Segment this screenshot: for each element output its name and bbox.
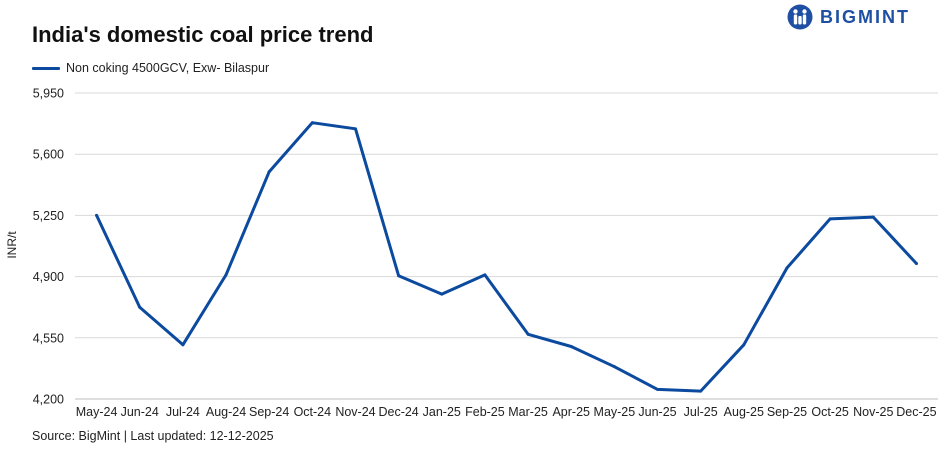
legend: Non coking 4500GCV, Exw- Bilaspur — [32, 58, 269, 78]
x-tick-label: Dec-25 — [896, 405, 936, 419]
data-point — [224, 273, 228, 277]
y-tick-label: 5,950 — [33, 87, 64, 101]
gridlines — [75, 92, 938, 400]
data-point — [310, 121, 314, 125]
y-axis-label: INR/t — [5, 231, 19, 259]
y-tick-label: 4,200 — [33, 393, 64, 407]
x-tick-label: Nov-24 — [335, 405, 375, 419]
data-point — [656, 387, 660, 391]
data-point — [397, 274, 401, 278]
data-point — [353, 127, 357, 131]
y-tick-label: 5,250 — [33, 209, 64, 223]
brand-name: BIGMINT — [820, 6, 910, 27]
x-tick-label: May-25 — [594, 405, 636, 419]
data-point — [871, 215, 875, 219]
x-tick-label: Mar-25 — [508, 405, 548, 419]
x-tick-label: Jul-25 — [684, 405, 718, 419]
data-point — [267, 170, 271, 174]
x-tick-label: Oct-25 — [811, 405, 849, 419]
data-point — [914, 261, 918, 265]
x-tick-label: Sep-24 — [249, 405, 289, 419]
y-tick-label: 4,550 — [33, 331, 64, 345]
data-point — [483, 273, 487, 277]
source-note: Source: BigMint | Last updated: 12-12-20… — [32, 429, 274, 443]
data-point — [742, 343, 746, 347]
data-point — [95, 213, 99, 217]
legend-label: Non coking 4500GCV, Exw- Bilaspur — [66, 61, 270, 75]
x-tick-label: Sep-25 — [767, 405, 807, 419]
x-tick-label: Jun-24 — [121, 405, 159, 419]
series-layer — [95, 121, 918, 393]
data-point — [526, 332, 530, 336]
data-point — [569, 345, 573, 349]
data-point — [181, 343, 185, 347]
data-point — [440, 292, 444, 296]
x-tick-label: Oct-24 — [294, 405, 332, 419]
x-tick-label: Jan-25 — [423, 405, 461, 419]
data-point — [785, 266, 789, 270]
x-tick-label: Aug-25 — [724, 405, 764, 419]
y-axis-ticks: 4,200 4,550 4,900 5,250 5,600 5,950 — [33, 87, 64, 407]
data-point — [612, 365, 616, 369]
bigmint-logo-icon — [787, 4, 813, 30]
x-tick-label: Nov-25 — [853, 405, 893, 419]
legend-swatch — [32, 66, 60, 70]
series-line — [95, 121, 918, 393]
x-tick-label: Aug-24 — [206, 405, 246, 419]
x-tick-label: Apr-25 — [552, 405, 590, 419]
x-tick-label: Dec-24 — [378, 405, 418, 419]
data-point — [138, 305, 142, 309]
chart-title: India's domestic coal price trend — [32, 22, 374, 47]
x-tick-label: Feb-25 — [465, 405, 505, 419]
x-tick-label: Jun-25 — [638, 405, 676, 419]
data-point — [699, 389, 703, 393]
y-tick-label: 4,900 — [33, 270, 64, 284]
x-axis-ticks: May-24 Jun-24 Jul-24 Aug-24 Sep-24 Oct-24 Nov-… — [76, 405, 937, 419]
x-tick-label: Jul-24 — [166, 405, 200, 419]
brand-logo[interactable]: BIGMINT — [786, 4, 910, 30]
y-tick-label: 5,600 — [33, 148, 64, 162]
x-tick-label: May-24 — [76, 405, 118, 419]
data-point — [828, 217, 832, 221]
